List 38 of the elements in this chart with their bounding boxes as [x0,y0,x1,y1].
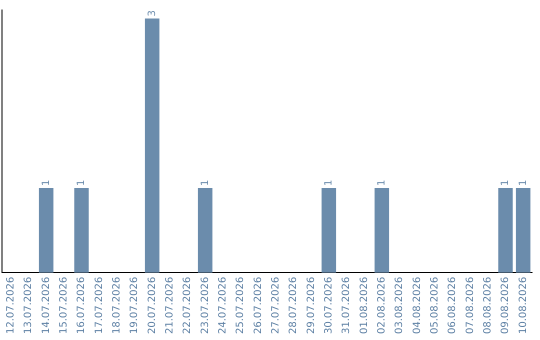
data-label: 1 [500,180,512,186]
x-tick-label: 29.07.2026 [306,276,317,334]
x-tick-label: 10.08.2026 [518,276,529,334]
x-tick-label: 15.07.2026 [58,276,70,334]
data-label: 1 [518,180,529,186]
x-tick-label: 06.08.2026 [447,276,458,334]
x-tick-label: 08.08.2026 [482,276,494,334]
x-tick-label: 01.08.2026 [358,276,370,334]
x-tick-label: 27.07.2026 [270,276,282,334]
x-tick-label: 20.07.2026 [146,276,158,334]
data-label: 3 [146,10,158,16]
x-tick-label: 13.07.2026 [23,276,34,334]
x-tick-label: 17.07.2026 [94,276,105,334]
x-tick-label: 30.07.2026 [323,276,334,334]
x-tick-label: 19.07.2026 [129,276,140,334]
x-tick-label: 24.07.2026 [217,276,228,334]
x-tick-label: 16.07.2026 [76,276,88,334]
data-label: 1 [323,180,334,186]
x-tick-label: 28.07.2026 [288,276,300,334]
x-tick-label: 26.07.2026 [252,276,264,334]
data-label: 1 [200,180,211,186]
x-tick-label: 07.08.2026 [464,276,476,334]
data-label: 1 [376,180,388,186]
x-tick-label: 04.08.2026 [412,276,423,334]
x-tick-label: 31.07.2026 [341,276,352,334]
x-tick-label: 22.07.2026 [182,276,194,334]
x-tick-label: 23.07.2026 [200,276,211,334]
data-label: 1 [76,180,88,186]
x-tick-label: 12.07.2026 [5,276,16,334]
data-label: 1 [40,180,52,186]
x-tick-label: 21.07.2026 [164,276,176,334]
x-tick-label: 05.08.2026 [429,276,440,334]
x-tick-label: 25.07.2026 [235,276,246,334]
x-tick-label: 02.08.2026 [376,276,388,334]
x-tick-label: 03.08.2026 [394,276,406,334]
x-tick-label: 14.07.2026 [40,276,52,334]
x-tick-label: 09.08.2026 [500,276,512,334]
x-tick-label: 18.07.2026 [111,276,122,334]
